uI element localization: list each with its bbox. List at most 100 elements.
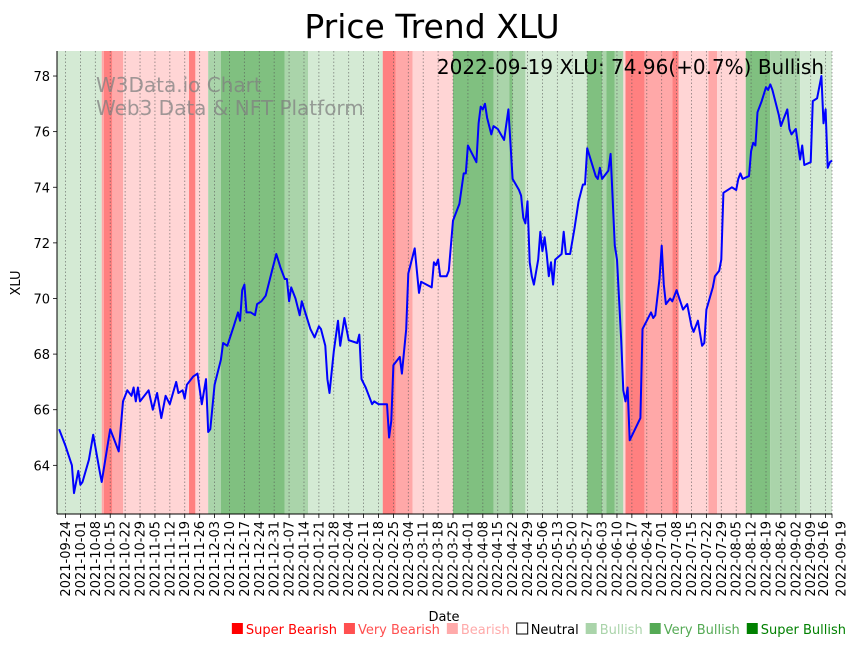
x-tick-label: 2021-09-24 [59,521,74,597]
x-tick-label: 2021-12-31 [268,521,283,597]
sentiment-band-super-bullish [745,51,771,514]
sentiment-band-bullish [525,51,588,514]
x-tick-label: 2021-11-19 [178,521,193,597]
x-tick-label: 2022-05-27 [581,521,596,597]
x-tick-label: 2022-01-28 [327,521,342,597]
x-tick-label: 2022-08-12 [745,521,760,597]
x-tick-label: 2022-01-21 [312,521,327,597]
sentiment-band-very-bullish [512,51,526,514]
x-tick-label: 2021-12-24 [253,521,268,597]
x-tick-label: 2021-10-08 [89,521,104,597]
x-tick-label: 2022-02-18 [372,521,387,597]
x-tick-label: 2022-08-26 [774,521,789,597]
sentiment-band-bearish [678,51,709,514]
watermark-line-1: W3Data.io Chart [96,73,262,97]
sentiment-band-very-bullish [602,51,607,514]
legend-label: Very Bullish [664,623,740,638]
x-tick-label: 2021-11-05 [148,521,163,597]
sentiment-band-super-bearish [625,51,645,514]
legend-item-very-bearish: Very Bearish [343,623,440,638]
legend-label: Neutral [531,623,579,638]
x-tick-label: 2022-05-20 [566,521,581,597]
sentiment-band-bullish [800,51,832,514]
legend-swatch [231,623,243,634]
sentiment-band-bearish [123,51,190,514]
x-tick-label: 2022-08-19 [759,521,774,597]
x-tick-label: 2022-02-04 [342,521,357,597]
x-tick-label: 2021-11-12 [163,521,178,597]
y-tick-label: 70 [33,292,50,307]
sentiment-band-super-bullish [453,51,494,514]
legend-swatch [343,623,355,634]
watermark-line-2: Web3 Data & NFT Platform [96,96,364,120]
x-tick-label: 2022-03-11 [417,521,432,597]
legend-item-neutral: Neutral [516,622,579,638]
x-tick-label: 2022-09-19 [835,521,850,597]
legend-label: Bullish [600,623,643,638]
x-tick-label: 2022-09-02 [789,521,804,597]
sentiment-band-very-bullish [770,51,801,514]
legend-label: Super Bearish [246,623,337,638]
sentiment-band-super-bullish [220,51,285,514]
x-tick-label: 2022-06-03 [596,521,611,597]
x-tick-label: 2022-04-22 [506,521,521,597]
sentiment-band-very-bearish [112,51,124,514]
legend: Super Bearish Very Bearish Bearish Neutral B… [231,622,846,638]
latest-annotation: 2022-09-19 XLU: 74.96(+0.7%) Bullish [437,55,824,79]
sentiment-band-very-bullish [284,51,309,514]
legend-item-bullish: Bullish [585,623,643,638]
x-tick-label: 2022-07-15 [685,521,700,597]
x-tick-label: 2022-07-29 [715,521,730,597]
x-tick-label: 2022-01-07 [283,521,298,597]
x-tick-label: 2022-06-24 [640,521,655,597]
sentiment-band-super-bearish [103,51,113,514]
y-tick-label: 64 [33,459,50,474]
x-tick-label: 2022-09-09 [804,521,819,597]
x-tick-label: 2022-05-13 [551,521,566,597]
sentiment-band-bearish [195,51,209,514]
legend-label: Very Bearish [358,623,440,638]
x-tick-label: 2022-03-04 [402,521,417,597]
x-tick-label: 2021-11-26 [193,521,208,597]
y-tick-label: 78 [33,70,50,85]
x-tick-label: 2022-01-14 [297,521,312,597]
y-tick-label: 72 [33,237,50,252]
legend-swatch [446,623,458,634]
sentiment-band-very-bearish [101,51,104,514]
y-axis-label: XLU [9,270,24,295]
chart-title: Price Trend XLU [304,7,559,46]
legend-item-bearish: Bearish [446,623,510,638]
legend-label: Super Bullish [761,623,846,638]
price-line [58,75,833,495]
x-tick-label: 2022-06-17 [625,521,640,597]
x-tick-label: 2021-12-10 [223,521,238,597]
y-tick-label: 76 [33,126,50,141]
legend-label: Bearish [461,623,510,638]
x-tick-label: 2022-09-16 [817,521,832,597]
x-tick-label: 2022-04-01 [461,521,476,597]
x-tick-label: 2022-07-01 [655,521,670,597]
legend-item-very-bullish: Very Bullish [649,623,740,638]
x-tick-label: 2022-04-29 [521,521,536,597]
grid-lines [65,51,833,514]
legend-swatch [649,623,661,634]
legend-item-super-bullish: Super Bullish [746,623,846,638]
sentiment-bands [57,51,832,514]
sentiment-band-bearish [717,51,746,514]
x-tick-label: 2021-12-17 [238,521,253,597]
sentiment-band-super-bullish [606,51,615,514]
sentiment-band-super-bearish [189,51,196,514]
sentiment-band-bullish [308,51,383,514]
sentiment-band-super-bearish [672,51,679,514]
x-tick-label: 2022-07-22 [700,521,715,597]
x-axis-label: Date [428,610,459,625]
y-tick-label: 66 [33,404,50,419]
x-tick-label: 2021-12-03 [208,521,223,597]
x-tick-label: 2022-05-06 [536,521,551,597]
y-tick-label: 74 [33,181,50,196]
x-tick-label: 2021-10-01 [74,521,89,597]
x-tick-label: 2021-10-22 [119,521,134,597]
legend-item-super-bearish: Super Bearish [231,623,337,638]
legend-swatch [516,622,529,635]
x-tick-label: 2022-03-25 [447,521,462,597]
